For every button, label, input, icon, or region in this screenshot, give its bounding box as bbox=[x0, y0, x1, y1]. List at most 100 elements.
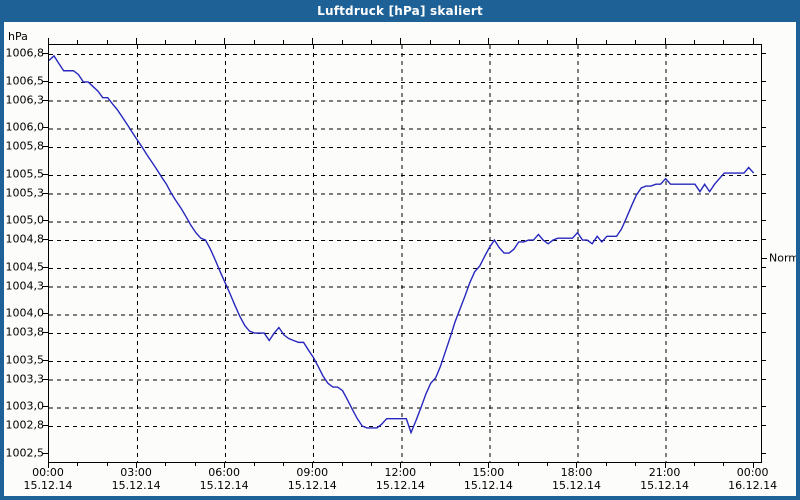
axis-tick bbox=[43, 359, 48, 361]
x-axis-date-label: 16.12.14 bbox=[728, 479, 778, 492]
axis-tick bbox=[761, 425, 766, 427]
axis-tick bbox=[761, 192, 766, 194]
y-axis-tick-label: 1006,0 bbox=[5, 120, 45, 134]
axis-tick bbox=[761, 127, 766, 129]
x-axis-time-label: 12:00 bbox=[384, 466, 417, 479]
y-axis-tick-label: 1005,8 bbox=[5, 139, 45, 153]
axis-tick bbox=[547, 40, 549, 44]
page-title: Luftdruck [hPa] skaliert bbox=[317, 4, 483, 18]
y-axis-tick-label: 1003,5 bbox=[5, 353, 45, 367]
x-axis-tick-group: 00:00 15.12.14 bbox=[24, 466, 73, 492]
axis-tick bbox=[77, 40, 79, 44]
x-axis-tick-group: 15:00 15.12.14 bbox=[464, 466, 513, 492]
axis-tick bbox=[488, 462, 490, 468]
axis-tick bbox=[312, 462, 314, 468]
x-axis-date-label: 15.12.14 bbox=[111, 479, 161, 492]
x-axis-date-label: 15.12.14 bbox=[551, 479, 601, 492]
y-axis-tick-label: 1003,8 bbox=[5, 325, 45, 339]
axis-tick bbox=[761, 285, 766, 287]
axis-tick bbox=[761, 378, 766, 380]
axis-tick bbox=[723, 40, 725, 44]
axis-tick bbox=[761, 173, 766, 175]
y-axis-tick-label: 1004,3 bbox=[5, 279, 45, 293]
axis-tick bbox=[664, 38, 666, 44]
axis-tick bbox=[723, 462, 725, 466]
axis-tick bbox=[43, 406, 48, 408]
axis-tick bbox=[635, 462, 637, 466]
axis-tick bbox=[312, 38, 314, 44]
axis-tick bbox=[224, 38, 226, 44]
axis-tick bbox=[429, 40, 431, 44]
axis-tick bbox=[547, 462, 549, 466]
y-axis-tick-label: 1006,3 bbox=[5, 93, 45, 106]
data-series-layer bbox=[49, 54, 755, 435]
x-axis-time-label: 00:00 bbox=[736, 466, 769, 479]
y-axis-tick-label: 1004,0 bbox=[5, 306, 45, 320]
x-axis-tick-group: 09:00 15.12.14 bbox=[288, 466, 337, 492]
axis-tick bbox=[576, 462, 578, 468]
axis-tick bbox=[341, 40, 343, 44]
axis-tick bbox=[370, 462, 372, 466]
y-axis-tick-label: 1003,3 bbox=[5, 372, 45, 386]
axis-tick bbox=[693, 40, 695, 44]
axis-tick bbox=[761, 266, 766, 268]
axis-tick bbox=[165, 462, 167, 466]
axis-tick bbox=[136, 38, 138, 44]
axis-tick bbox=[43, 332, 48, 334]
axis-tick bbox=[761, 453, 766, 454]
axis-tick bbox=[43, 80, 48, 82]
y-axis-tick-label: 1006,5 bbox=[5, 74, 45, 88]
window-titlebar: Luftdruck [hPa] skaliert bbox=[0, 0, 800, 22]
axis-tick bbox=[761, 220, 766, 222]
axis-tick bbox=[43, 266, 48, 268]
x-axis-tick-group: 12:00 15.12.14 bbox=[376, 466, 425, 492]
axis-tick bbox=[693, 462, 695, 466]
axis-tick bbox=[43, 425, 48, 427]
data-series-line bbox=[49, 54, 755, 435]
axis-tick bbox=[517, 462, 519, 466]
x-axis-tick-group: 21:00 15.12.14 bbox=[640, 466, 689, 492]
axis-tick bbox=[605, 462, 607, 466]
chart-canvas: hPa 1006,8 1006,5 1006,3 1006,0 1005,8 1005,5… bbox=[4, 22, 796, 496]
x-axis-time-label: 03:00 bbox=[120, 466, 152, 479]
y-axis-unit-label: hPa bbox=[8, 30, 28, 43]
x-axis-tick-group: 06:00 15.12.14 bbox=[200, 466, 249, 492]
x-axis-time-label: 06:00 bbox=[208, 466, 241, 479]
axis-tick bbox=[194, 40, 196, 44]
axis-tick bbox=[48, 462, 49, 468]
axis-tick bbox=[43, 453, 48, 454]
axis-tick bbox=[761, 359, 766, 361]
x-axis-date-label: 15.12.14 bbox=[287, 479, 337, 492]
x-axis-tick-group: 03:00 15.12.14 bbox=[112, 466, 161, 492]
axis-tick bbox=[761, 313, 766, 315]
x-axis-time-label: 18:00 bbox=[560, 466, 593, 479]
axis-tick bbox=[43, 378, 48, 380]
axis-tick bbox=[400, 38, 402, 44]
axis-tick bbox=[635, 40, 637, 44]
y-axis-tick-label: 1003,0 bbox=[5, 399, 45, 413]
axis-tick bbox=[194, 462, 196, 466]
axis-tick bbox=[43, 313, 48, 315]
axis-tick bbox=[43, 146, 48, 148]
x-axis-time-label: 00:00 bbox=[32, 466, 64, 479]
y-axis-tick-label: 1005,3 bbox=[5, 186, 45, 200]
axis-tick bbox=[106, 462, 108, 466]
x-axis-time-label: 21:00 bbox=[648, 466, 681, 479]
axis-tick bbox=[761, 146, 766, 148]
grid-layer bbox=[49, 45, 761, 462]
axis-tick bbox=[43, 127, 48, 129]
axis-tick bbox=[400, 462, 402, 468]
axis-tick bbox=[576, 38, 578, 44]
x-axis-date-label: 15.12.14 bbox=[199, 479, 249, 492]
axis-tick bbox=[761, 53, 766, 54]
x-axis-tick-group: 18:00 15.12.14 bbox=[552, 466, 601, 492]
axis-tick bbox=[370, 40, 372, 44]
y-axis-tick-label: 1004,8 bbox=[5, 232, 45, 246]
axis-tick bbox=[77, 462, 79, 466]
axis-tick bbox=[664, 462, 666, 468]
axis-tick bbox=[43, 239, 48, 241]
axis-tick bbox=[43, 53, 48, 54]
axis-tick bbox=[43, 173, 48, 175]
axis-tick bbox=[282, 40, 284, 44]
